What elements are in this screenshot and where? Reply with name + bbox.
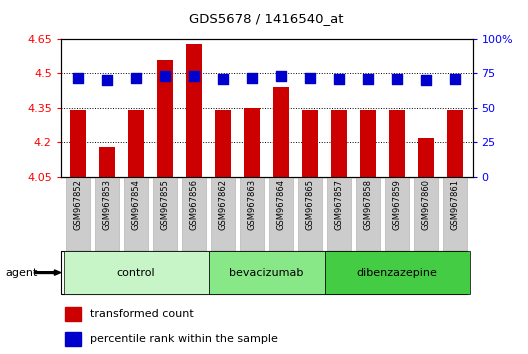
Bar: [66, 177, 90, 251]
Text: agent: agent: [5, 268, 37, 278]
Point: [306, 75, 314, 80]
Point: [74, 75, 82, 80]
Bar: [63, 251, 209, 294]
Point: [219, 76, 228, 82]
Bar: [447, 110, 463, 177]
Point: [103, 78, 111, 83]
Text: percentile rank within the sample: percentile rank within the sample: [90, 333, 277, 344]
Text: GSM967863: GSM967863: [248, 179, 257, 230]
Text: GSM967855: GSM967855: [161, 179, 169, 230]
Bar: [360, 110, 376, 177]
Bar: [99, 147, 115, 177]
Bar: [385, 177, 409, 251]
Bar: [70, 110, 86, 177]
Text: GSM967864: GSM967864: [277, 179, 286, 230]
Bar: [356, 177, 380, 251]
Bar: [95, 177, 119, 251]
Bar: [418, 138, 434, 177]
Bar: [244, 108, 260, 177]
Bar: [215, 110, 231, 177]
Bar: [331, 110, 347, 177]
Bar: [298, 177, 322, 251]
Bar: [128, 110, 144, 177]
Text: GSM967859: GSM967859: [393, 179, 402, 230]
Text: transformed count: transformed count: [90, 309, 193, 319]
Bar: [389, 110, 405, 177]
Bar: [414, 177, 438, 251]
Text: GSM967856: GSM967856: [190, 179, 199, 230]
Bar: [325, 251, 470, 294]
Bar: [327, 177, 351, 251]
Text: GSM967857: GSM967857: [335, 179, 344, 230]
Text: GDS5678 / 1416540_at: GDS5678 / 1416540_at: [190, 12, 344, 25]
Text: GSM967865: GSM967865: [306, 179, 315, 230]
Bar: [211, 177, 235, 251]
Text: GSM967858: GSM967858: [364, 179, 373, 230]
Bar: [209, 251, 325, 294]
Bar: [240, 177, 264, 251]
Bar: [186, 44, 202, 177]
Bar: [269, 177, 293, 251]
Text: GSM967861: GSM967861: [451, 179, 460, 230]
Bar: [444, 177, 467, 251]
Point: [335, 76, 343, 82]
Point: [364, 76, 372, 82]
Point: [248, 75, 257, 80]
Point: [132, 75, 140, 80]
Bar: [182, 177, 206, 251]
Bar: [157, 60, 173, 177]
Text: dibenzazepine: dibenzazepine: [357, 268, 438, 278]
Text: control: control: [117, 268, 155, 278]
Text: GSM967853: GSM967853: [102, 179, 111, 230]
Text: GSM967854: GSM967854: [131, 179, 140, 230]
Point: [277, 73, 285, 79]
Bar: [302, 110, 318, 177]
Point: [161, 73, 169, 79]
Point: [393, 76, 401, 82]
Bar: [273, 87, 289, 177]
Text: GSM967852: GSM967852: [73, 179, 82, 230]
Bar: [153, 177, 177, 251]
Bar: [65, 332, 81, 346]
Bar: [65, 307, 81, 321]
Text: bevacizumab: bevacizumab: [230, 268, 304, 278]
Point: [190, 73, 199, 79]
Bar: [124, 177, 148, 251]
Point: [451, 76, 459, 82]
Text: GSM967862: GSM967862: [219, 179, 228, 230]
Point: [422, 78, 430, 83]
Text: GSM967860: GSM967860: [422, 179, 431, 230]
